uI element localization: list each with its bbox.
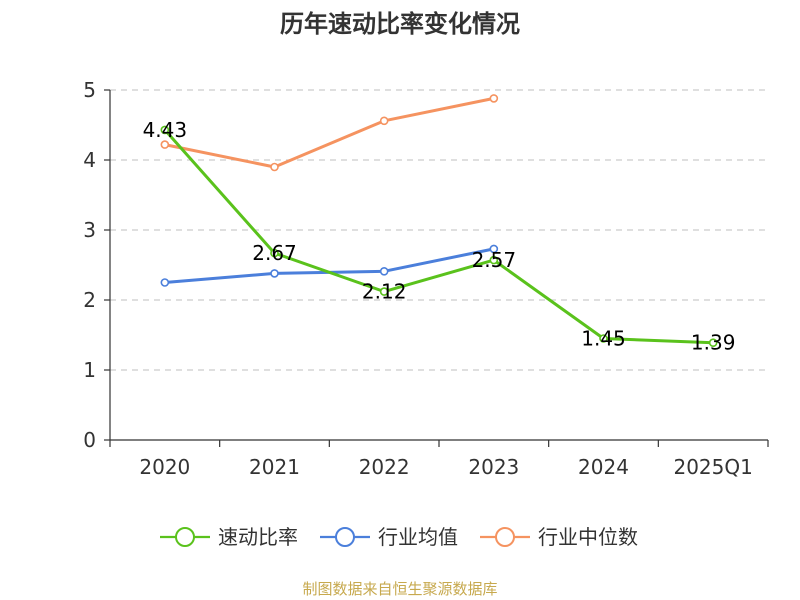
data-point-1-2023 bbox=[489, 244, 499, 254]
series-line-1 bbox=[164, 247, 495, 284]
x-tick-label-2025Q1: 2025Q1 bbox=[673, 455, 752, 479]
data-point-1-2020 bbox=[160, 278, 170, 287]
data-point-0-2025Q1 bbox=[708, 338, 718, 348]
grid-lines bbox=[110, 89, 768, 371]
legend-label-1: 行业均值 bbox=[378, 525, 458, 549]
data-point-0-2021 bbox=[270, 248, 279, 258]
data-point-0-2023 bbox=[489, 255, 499, 265]
axes: 0 1 2 3 4 5 2020 2021 2022 2023 2024 2025Q1 bbox=[83, 78, 769, 479]
x-tick-label-2024: 2024 bbox=[578, 455, 629, 479]
data-point-1-2021 bbox=[270, 269, 279, 278]
legend-marker-0 bbox=[175, 527, 195, 547]
y-tick-label: 4 bbox=[83, 148, 96, 172]
y-tick-label: 0 bbox=[83, 428, 96, 452]
legend-marker-1 bbox=[335, 527, 355, 547]
data-point-0-2024 bbox=[599, 334, 608, 343]
series-line-2 bbox=[164, 96, 495, 169]
legend-item-0: 速动比率 bbox=[160, 525, 298, 549]
chart-title: 历年速动比率变化情况 bbox=[280, 10, 520, 38]
x-tick-label-2023: 2023 bbox=[468, 455, 519, 479]
data-label-2024: 1.45 bbox=[581, 327, 626, 351]
data-point-2-2021 bbox=[270, 162, 279, 172]
data-label-2022: 2.12 bbox=[362, 280, 407, 304]
data-label-2020: 4.43 bbox=[143, 118, 188, 142]
legend-marker-2 bbox=[495, 527, 515, 547]
data-label-2023: 2.57 bbox=[472, 248, 517, 272]
legend-label-0: 速动比率 bbox=[218, 525, 298, 549]
data-point-2-2023 bbox=[489, 94, 499, 103]
data-label-2021: 2.67 bbox=[252, 241, 297, 265]
series-lines bbox=[160, 94, 718, 348]
data-point-0-2022 bbox=[379, 287, 389, 296]
data-point-0-2020 bbox=[160, 125, 170, 135]
legend-item-1: 行业均值 bbox=[320, 525, 458, 549]
y-tick-label: 1 bbox=[83, 358, 96, 382]
data-point-2-2022 bbox=[379, 116, 389, 126]
legend-item-2: 行业中位数 bbox=[480, 525, 638, 549]
x-tick-label-2021: 2021 bbox=[249, 455, 300, 479]
data-label-2025Q1: 1.39 bbox=[691, 331, 736, 355]
series-1 bbox=[160, 244, 499, 287]
y-tick-label: 3 bbox=[83, 218, 96, 242]
series-2 bbox=[160, 94, 499, 172]
data-source-note: 制图数据来自恒生聚源数据库 bbox=[302, 580, 497, 598]
y-tick-label: 5 bbox=[83, 78, 96, 102]
series-line-0 bbox=[163, 128, 714, 345]
legend: 速动比率 行业均值 行业中位数 bbox=[160, 525, 638, 549]
data-point-1-2022 bbox=[379, 266, 389, 276]
y-tick-label: 2 bbox=[83, 288, 96, 312]
x-tick-label-2020: 2020 bbox=[139, 455, 190, 479]
legend-label-2: 行业中位数 bbox=[538, 525, 638, 549]
data-labels: 4.43 2.67 2.12 2.57 1.45 1.39 bbox=[143, 118, 736, 355]
x-tick-label-2022: 2022 bbox=[359, 455, 410, 479]
series-0 bbox=[160, 125, 718, 348]
data-point-2-2020 bbox=[160, 140, 170, 149]
